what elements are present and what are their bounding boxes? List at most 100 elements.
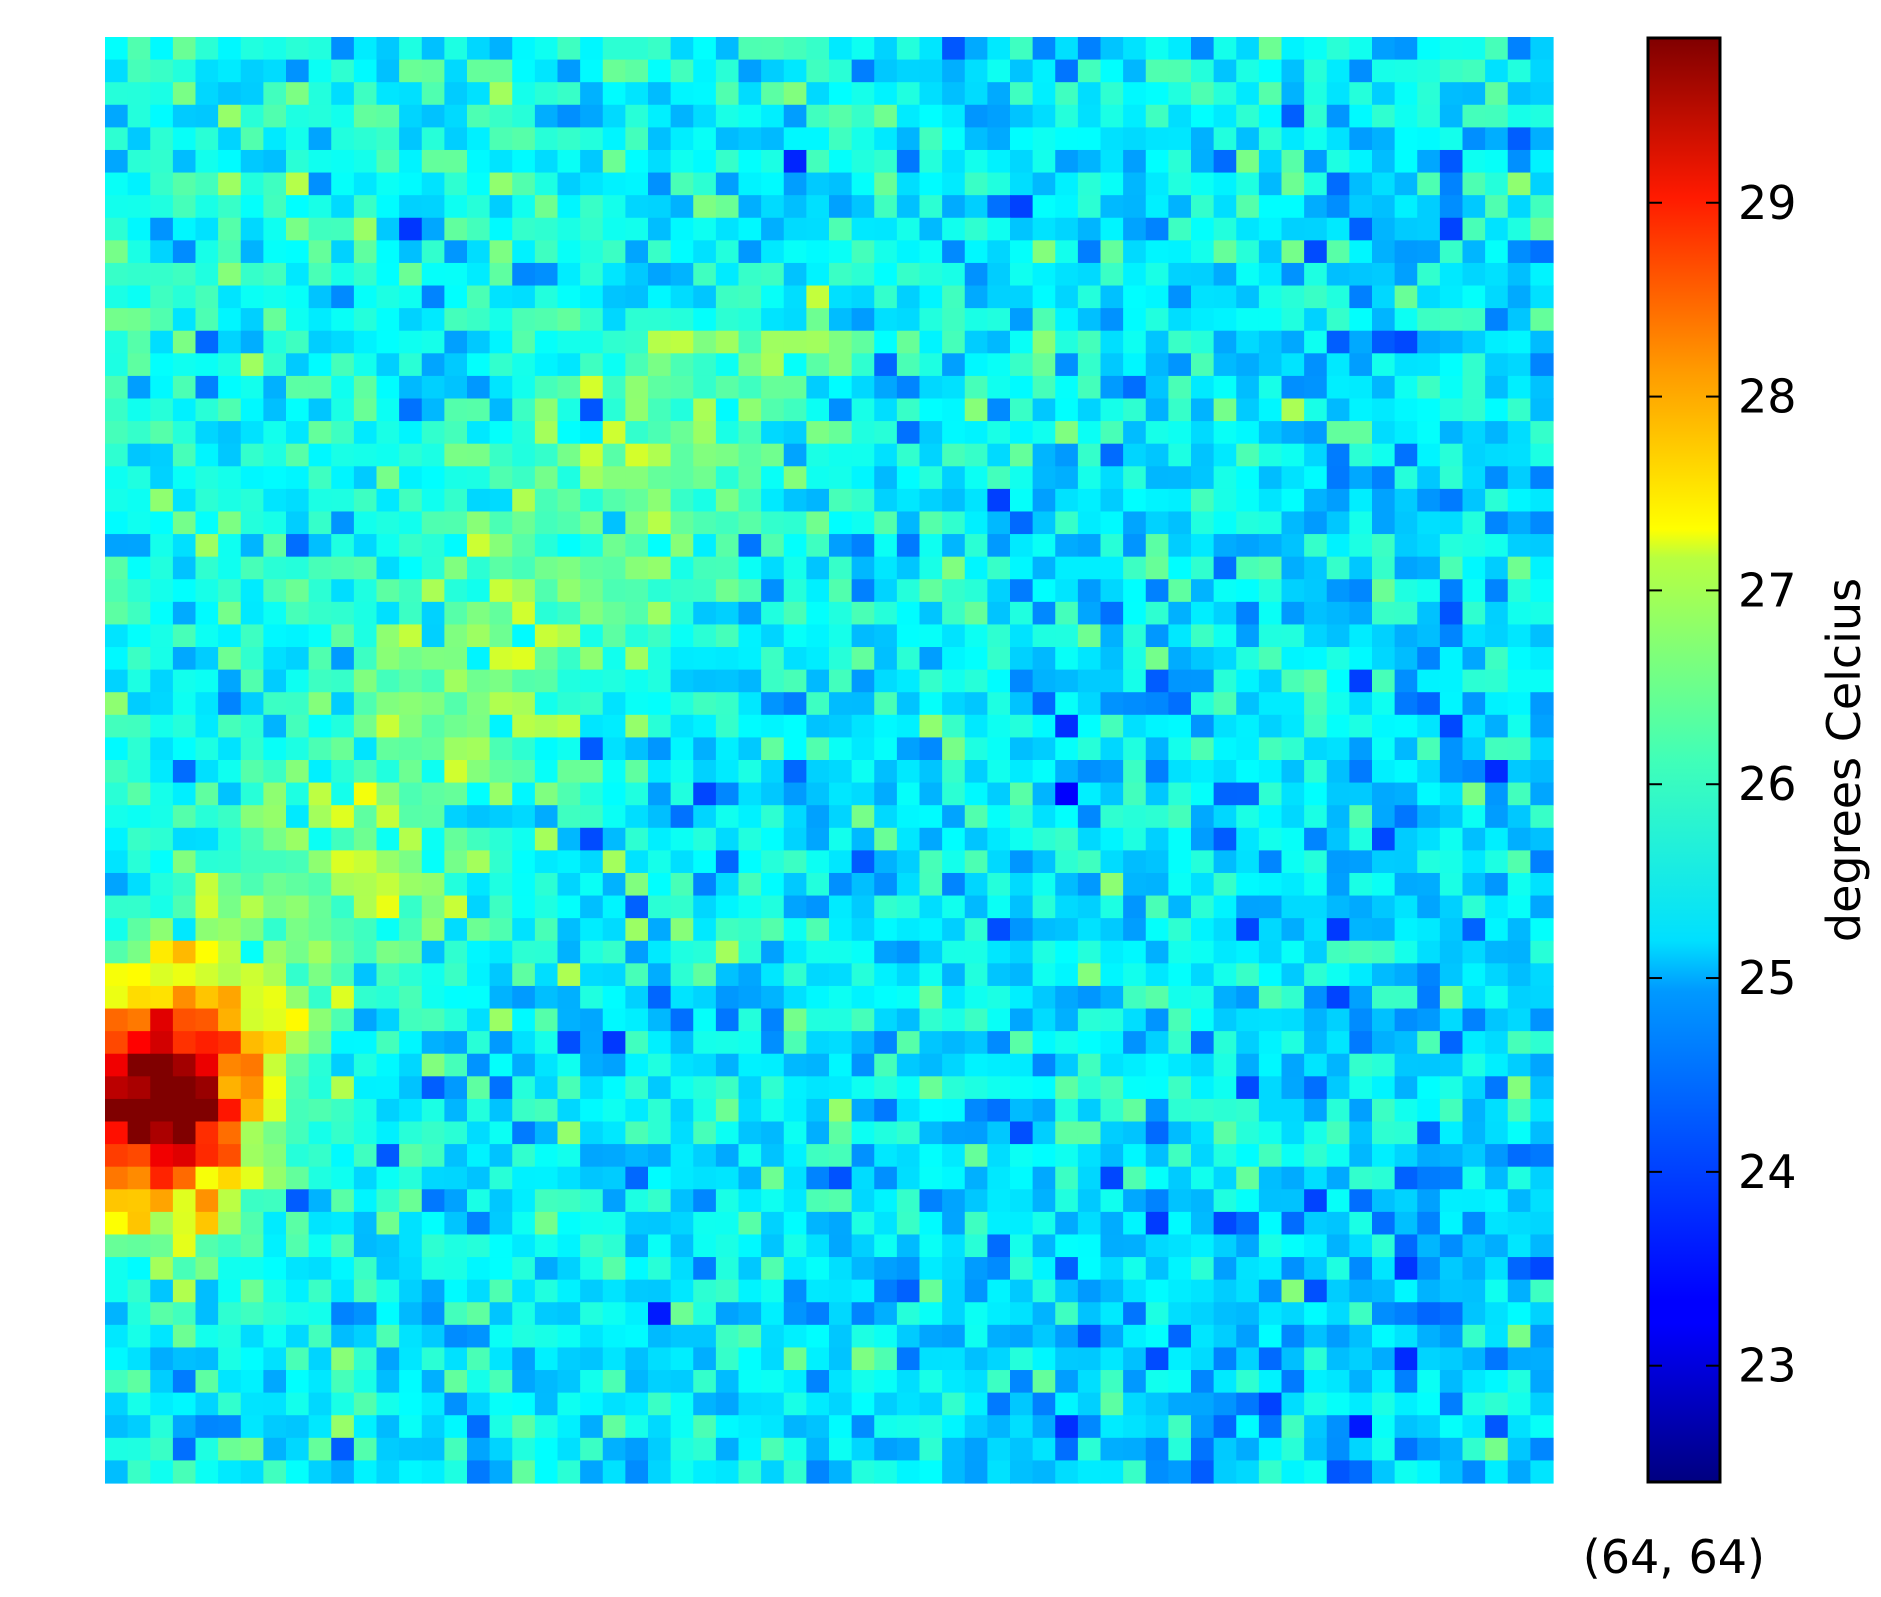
heatmap-cell bbox=[1462, 692, 1486, 716]
heatmap-cell bbox=[1462, 782, 1486, 806]
heatmap-cell bbox=[896, 217, 921, 241]
heatmap-cell bbox=[489, 262, 513, 287]
heatmap-cell bbox=[1462, 1053, 1486, 1077]
heatmap-cell bbox=[127, 760, 151, 784]
heatmap-cell bbox=[1191, 918, 1215, 942]
heatmap-cell bbox=[987, 172, 1011, 196]
heatmap-cell bbox=[353, 1053, 378, 1077]
heatmap-cell bbox=[964, 353, 988, 377]
heatmap-cell bbox=[421, 601, 445, 626]
heatmap-cell bbox=[150, 262, 174, 287]
heatmap-cell bbox=[105, 240, 129, 264]
heatmap-cell bbox=[580, 330, 604, 354]
heatmap-cell bbox=[964, 511, 988, 535]
heatmap-cell bbox=[1145, 104, 1169, 128]
heatmap-cell bbox=[172, 37, 197, 61]
heatmap-cell bbox=[308, 782, 332, 806]
heatmap-cell bbox=[240, 624, 264, 648]
heatmap-cell bbox=[376, 488, 400, 513]
heatmap-cell bbox=[1485, 262, 1509, 287]
heatmap-cell bbox=[851, 872, 875, 897]
heatmap-cell bbox=[353, 692, 378, 716]
heatmap-cell bbox=[580, 1392, 604, 1416]
heatmap-cell bbox=[286, 985, 310, 1010]
heatmap-cell bbox=[738, 534, 762, 558]
heatmap-cell bbox=[1077, 1211, 1102, 1236]
heatmap-cell bbox=[1010, 1076, 1034, 1100]
heatmap-cell bbox=[1077, 285, 1102, 309]
heatmap-cell bbox=[580, 1415, 604, 1439]
heatmap-cell bbox=[1145, 872, 1169, 897]
heatmap-cell bbox=[512, 1370, 536, 1394]
heatmap-cell bbox=[331, 149, 355, 174]
heatmap-cell bbox=[1372, 1279, 1396, 1303]
heatmap-cell bbox=[240, 443, 264, 467]
heatmap-cell bbox=[331, 1076, 355, 1100]
heatmap-cell bbox=[625, 534, 649, 558]
heatmap-cell bbox=[1394, 601, 1418, 626]
heatmap-cell bbox=[308, 1008, 332, 1032]
heatmap-cell bbox=[896, 1121, 921, 1145]
heatmap-cell bbox=[218, 647, 242, 671]
heatmap-cell bbox=[896, 534, 921, 558]
heatmap-cell bbox=[512, 466, 536, 490]
heatmap-cell bbox=[580, 579, 604, 603]
heatmap-cell bbox=[1168, 375, 1192, 400]
heatmap-cell bbox=[1100, 872, 1124, 897]
heatmap-cell bbox=[150, 308, 174, 332]
heatmap-cell bbox=[1304, 1257, 1328, 1281]
heatmap-cell bbox=[240, 104, 264, 128]
heatmap-cell bbox=[1010, 1460, 1034, 1484]
heatmap-cell bbox=[1145, 1211, 1169, 1236]
heatmap-cell bbox=[1258, 172, 1283, 196]
colorbar-tick-label: 23 bbox=[1738, 1339, 1797, 1393]
heatmap-cell bbox=[1372, 624, 1396, 648]
heatmap-cell bbox=[1326, 669, 1350, 693]
heatmap-cell bbox=[919, 1257, 943, 1281]
heatmap-cell bbox=[534, 398, 559, 422]
heatmap-cell bbox=[1281, 217, 1305, 241]
heatmap-cell bbox=[715, 59, 740, 83]
heatmap-cell bbox=[421, 59, 445, 83]
heatmap-cell bbox=[1304, 1460, 1328, 1484]
heatmap-cell bbox=[1530, 805, 1554, 829]
heatmap-cell bbox=[1032, 556, 1056, 580]
heatmap-cell bbox=[376, 308, 400, 332]
heatmap-cell bbox=[806, 534, 830, 558]
heatmap-cell bbox=[240, 1076, 264, 1100]
heatmap-cell bbox=[1349, 172, 1373, 196]
heatmap-cell bbox=[1010, 308, 1034, 332]
heatmap-cell bbox=[1100, 1076, 1124, 1100]
heatmap-cell bbox=[1349, 918, 1373, 942]
heatmap-cell bbox=[670, 1121, 694, 1145]
heatmap-cell bbox=[1010, 1008, 1034, 1032]
heatmap-cell bbox=[919, 918, 943, 942]
heatmap-cell bbox=[783, 285, 807, 309]
heatmap-cell bbox=[851, 421, 875, 445]
heatmap-cell bbox=[919, 240, 943, 264]
heatmap-cell bbox=[240, 240, 264, 264]
heatmap-cell bbox=[670, 940, 694, 964]
heatmap-cell bbox=[489, 1460, 513, 1484]
heatmap-cell bbox=[919, 1098, 943, 1123]
heatmap-cell bbox=[874, 104, 898, 128]
heatmap-cell bbox=[1010, 37, 1034, 61]
heatmap-cell bbox=[1191, 737, 1215, 761]
heatmap-cell bbox=[1530, 104, 1554, 128]
heatmap-cell bbox=[1055, 692, 1079, 716]
heatmap-cell bbox=[1439, 1053, 1464, 1077]
heatmap-cell bbox=[1326, 1437, 1350, 1461]
heatmap-cell bbox=[896, 195, 921, 219]
heatmap-cell bbox=[557, 172, 581, 196]
heatmap-cell bbox=[1417, 353, 1441, 377]
heatmap-cell bbox=[1236, 353, 1260, 377]
heatmap-cell bbox=[1507, 692, 1531, 716]
heatmap-cell bbox=[557, 1370, 581, 1394]
heatmap-cell bbox=[1304, 330, 1328, 354]
heatmap-cell bbox=[1077, 534, 1102, 558]
heatmap-cell bbox=[399, 534, 423, 558]
heatmap-cell bbox=[1439, 1370, 1464, 1394]
heatmap-cell bbox=[1168, 1437, 1192, 1461]
heatmap-cell bbox=[1349, 511, 1373, 535]
heatmap-cell bbox=[308, 82, 332, 106]
